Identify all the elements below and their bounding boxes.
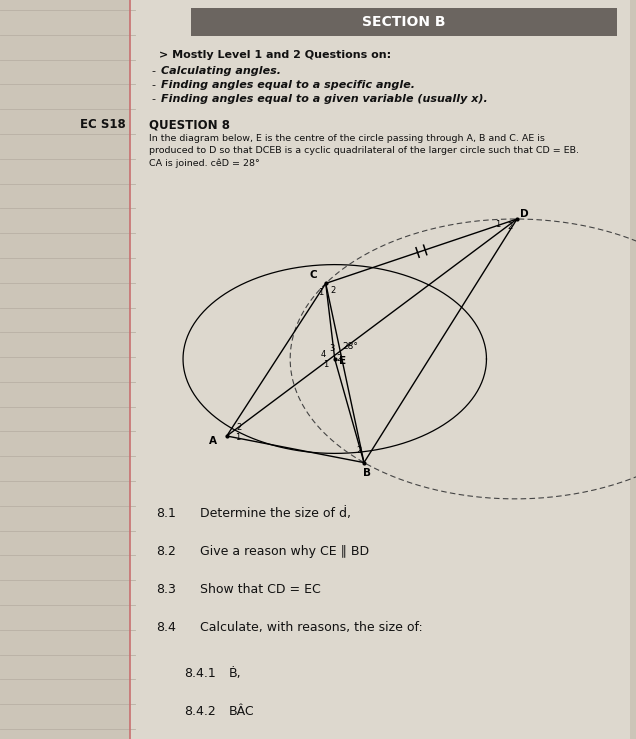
Text: A: A (209, 436, 217, 446)
Text: 8.1: 8.1 (156, 507, 176, 520)
Text: > Mostly Level 1 and 2 Questions on:: > Mostly Level 1 and 2 Questions on: (160, 50, 392, 60)
Text: Determine the size of ḋ,: Determine the size of ḋ, (200, 507, 351, 520)
Text: produced to D so that DCEB is a cyclic quadrilateral of the larger circle such t: produced to D so that DCEB is a cyclic q… (149, 146, 579, 155)
Text: 2: 2 (507, 222, 512, 231)
Text: 8.4.1: 8.4.1 (184, 667, 216, 680)
Text: 1: 1 (322, 360, 328, 369)
Text: B: B (363, 468, 371, 477)
Text: -: - (151, 80, 155, 90)
Text: Show that CD = EC: Show that CD = EC (200, 583, 321, 596)
Text: 8.3: 8.3 (156, 583, 176, 596)
Text: EC S18: EC S18 (80, 118, 126, 131)
Text: Finding angles equal to a specific angle.: Finding angles equal to a specific angle… (162, 80, 415, 90)
Text: 2: 2 (237, 423, 242, 432)
Text: Give a reason why CE ∥ BD: Give a reason why CE ∥ BD (200, 545, 370, 558)
FancyBboxPatch shape (191, 8, 617, 36)
Text: D: D (520, 209, 529, 219)
Text: 2: 2 (356, 446, 361, 454)
Text: -: - (151, 94, 155, 104)
Text: 8.2: 8.2 (156, 545, 176, 558)
Text: E: E (339, 356, 347, 366)
Text: Calculate, with reasons, the size of:: Calculate, with reasons, the size of: (200, 621, 423, 634)
Text: 8.4: 8.4 (156, 621, 176, 634)
Text: 2: 2 (336, 354, 342, 363)
Text: 2: 2 (331, 287, 336, 296)
Text: Calculating angles.: Calculating angles. (162, 66, 282, 76)
FancyBboxPatch shape (130, 0, 630, 739)
Text: In the diagram below, E is the centre of the circle passing through A, B and C. : In the diagram below, E is the centre of… (149, 134, 545, 143)
Text: CA is joined. cêD = 28°: CA is joined. cêD = 28° (149, 158, 260, 168)
Text: 1: 1 (495, 220, 501, 229)
Text: 28°: 28° (343, 342, 359, 351)
Text: 3: 3 (329, 344, 335, 353)
Text: SECTION B: SECTION B (362, 15, 446, 29)
Text: Ḃ,: Ḃ, (229, 667, 242, 680)
Text: 4: 4 (321, 350, 326, 359)
Text: 8.4.2: 8.4.2 (184, 705, 216, 718)
Text: C: C (310, 270, 317, 280)
Text: 1: 1 (318, 288, 323, 297)
Text: Finding angles equal to a given variable (usually x).: Finding angles equal to a given variable… (162, 94, 488, 104)
Text: QUESTION 8: QUESTION 8 (149, 118, 230, 131)
Text: -: - (151, 66, 155, 76)
Text: BÂC: BÂC (229, 705, 254, 718)
Text: 1: 1 (235, 433, 240, 442)
